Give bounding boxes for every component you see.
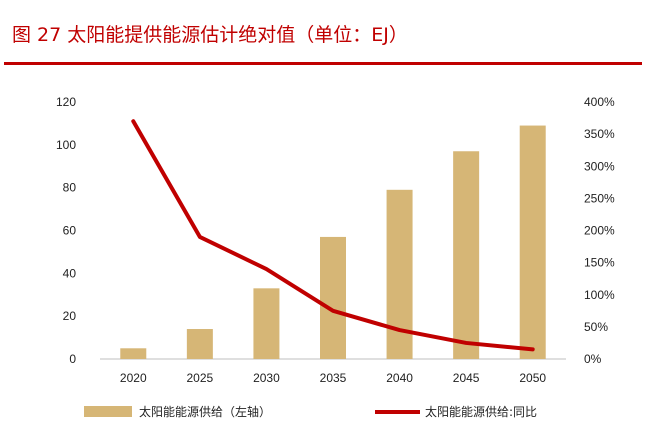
title-underline (4, 62, 642, 65)
right-tick-label: 100% (584, 288, 615, 302)
right-tick-label: 200% (584, 224, 615, 238)
left-tick-label: 80 (63, 181, 77, 195)
left-tick-label: 120 (56, 95, 76, 109)
legend: 太阳能能源供给（左轴） 太阳能能源供给:同比 (84, 404, 537, 419)
left-tick-label: 40 (63, 266, 77, 280)
right-tick-label: 0% (584, 352, 602, 366)
bar (519, 125, 546, 359)
x-tick-label: 2045 (453, 371, 480, 385)
legend-bar-swatch (84, 406, 132, 417)
x-tick-label: 2035 (320, 371, 347, 385)
bar (186, 329, 213, 359)
x-axis-ticks: 2020 2025 2030 2035 2040 2045 2050 (120, 371, 546, 385)
x-tick-label: 2040 (386, 371, 413, 385)
right-axis-ticks: 0% 50% 100% 150% 200% 250% 300% 350% 400% (584, 95, 615, 366)
right-tick-label: 150% (584, 256, 615, 270)
chart-title: 图 27 太阳能提供能源估计绝对值（单位：EJ） (12, 24, 408, 46)
x-tick-label: 2020 (120, 371, 147, 385)
line-series (131, 119, 535, 352)
left-tick-label: 20 (63, 309, 77, 323)
legend-bar-label: 太阳能能源供给（左轴） (139, 404, 271, 419)
right-tick-label: 50% (584, 320, 608, 334)
left-tick-label: 60 (63, 224, 77, 238)
bar (453, 151, 480, 359)
bar (320, 236, 346, 359)
left-tick-label: 0 (69, 352, 76, 366)
right-tick-label: 350% (584, 127, 615, 141)
bar-series (120, 125, 546, 359)
right-tick-label: 250% (584, 191, 615, 205)
bar (120, 348, 147, 359)
left-axis-ticks: 0 20 40 60 80 100 120 (56, 95, 76, 366)
right-tick-label: 400% (584, 95, 615, 109)
left-tick-label: 100 (56, 138, 76, 152)
bar (253, 288, 280, 359)
legend-line-label: 太阳能能源供给:同比 (425, 404, 537, 419)
x-tick-label: 2025 (187, 371, 214, 385)
right-tick-label: 300% (584, 159, 615, 173)
x-tick-label: 2050 (519, 371, 546, 385)
x-tick-label: 2030 (253, 371, 280, 385)
